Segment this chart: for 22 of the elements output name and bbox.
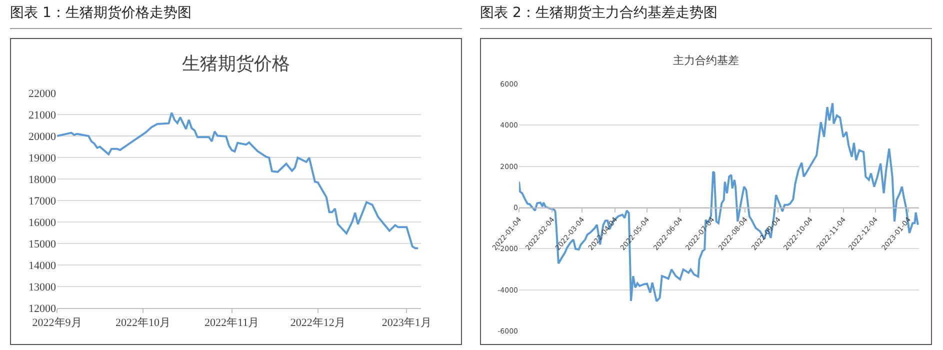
chart-title: 生猪期货价格 — [182, 54, 290, 74]
y-tick-label: 20000 — [28, 130, 56, 143]
y-tick-label: 21000 — [28, 109, 56, 122]
y-tick-label: 12000 — [28, 302, 56, 315]
line-series — [57, 112, 420, 250]
y-tick-label: 14000 — [28, 260, 56, 272]
y-tick-label: 22000 — [28, 88, 56, 100]
x-tick-label: 2023年1月 — [382, 317, 432, 330]
x-tick-label: 2022年11月 — [204, 317, 260, 330]
x-tick-label: 2022年9月 — [32, 317, 82, 330]
x-tick-label: 2022年12月 — [290, 317, 346, 330]
line-series — [519, 102, 919, 302]
text: 图表 2：生猪期货主力合约基差走势图 — [480, 0, 932, 29]
y-tick-label: 17000 — [28, 195, 56, 208]
x-tick-label: 2022年10月 — [115, 317, 170, 330]
chart-title: 主力合约基差 — [673, 54, 739, 68]
y-tick-label: 19000 — [28, 152, 56, 164]
y-tick-label: 16000 — [28, 216, 56, 229]
y-tick-label: 18000 — [28, 174, 56, 186]
y-tick-label: 15000 — [28, 238, 56, 250]
y-tick-label: 13000 — [28, 281, 56, 294]
text: 图表 1：生猪期货价格走势图 — [10, 0, 462, 29]
